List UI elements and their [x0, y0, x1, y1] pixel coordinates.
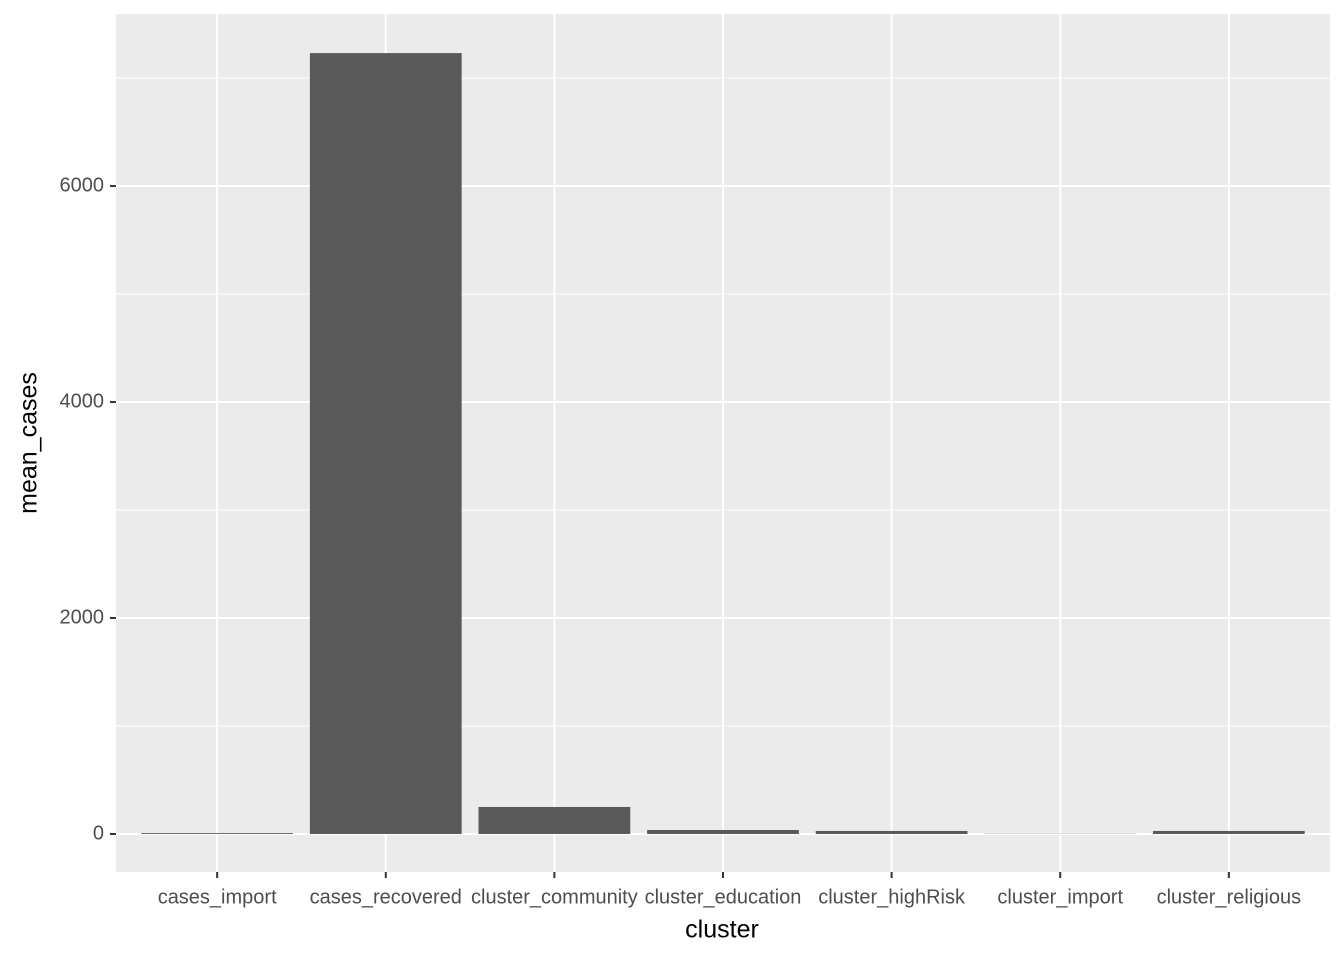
bar [1152, 830, 1305, 834]
bar [309, 53, 462, 834]
x-tick-label: cluster_community [471, 886, 638, 908]
bar [141, 833, 294, 834]
y-tick-label: 6000 [60, 174, 105, 196]
bar [815, 830, 968, 834]
x-tick-label: cluster_import [997, 886, 1123, 908]
x-tick-label: cluster_highRisk [818, 886, 966, 908]
x-tick-label: cases_recovered [310, 886, 462, 908]
y-tick-label: 4000 [60, 390, 105, 412]
x-tick-label: cluster_religious [1157, 886, 1302, 908]
x-tick-label: cases_import [158, 886, 277, 908]
y-axis-title: mean_cases [15, 372, 43, 514]
x-axis-title: cluster [685, 916, 759, 944]
x-tick-label: cluster_education [645, 886, 802, 908]
bar [478, 806, 631, 834]
y-tick-label: 2000 [60, 606, 105, 628]
y-tick-label: 0 [93, 822, 104, 844]
bar [647, 829, 799, 834]
